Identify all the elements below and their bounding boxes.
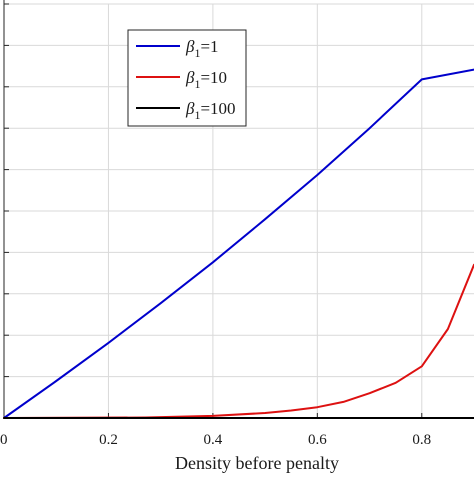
legend-value: =10 [200,68,227,87]
legend-value: =100 [200,99,235,118]
legend-label-1: β1=1 [185,37,219,60]
x-axis-label: Density before penalty [175,453,339,473]
series-group [3,68,474,419]
x-tick-label: 0.4 [204,432,223,448]
tick-labels: 0 0.2 0.4 0.6 0.8 [0,432,431,448]
x-tick-label: 0.6 [308,432,327,448]
series-line-2 [3,263,474,419]
x-tick-label: 0.8 [412,432,431,448]
series-line-1 [3,68,474,419]
legend-subscript: 1 [194,46,200,60]
legend-symbol: β [185,37,195,56]
legend-label-3: β1=100 [185,99,236,122]
legend-symbol: β [185,68,195,87]
legend-subscript: 1 [194,77,200,91]
legend-label-2: β1=10 [185,68,227,91]
x-tick-label: 0 [0,432,8,448]
legend-value: =1 [200,37,218,56]
x-tick-label: 0.2 [99,432,118,448]
legend-symbol: β [185,99,195,118]
legend-subscript: 1 [194,108,200,122]
